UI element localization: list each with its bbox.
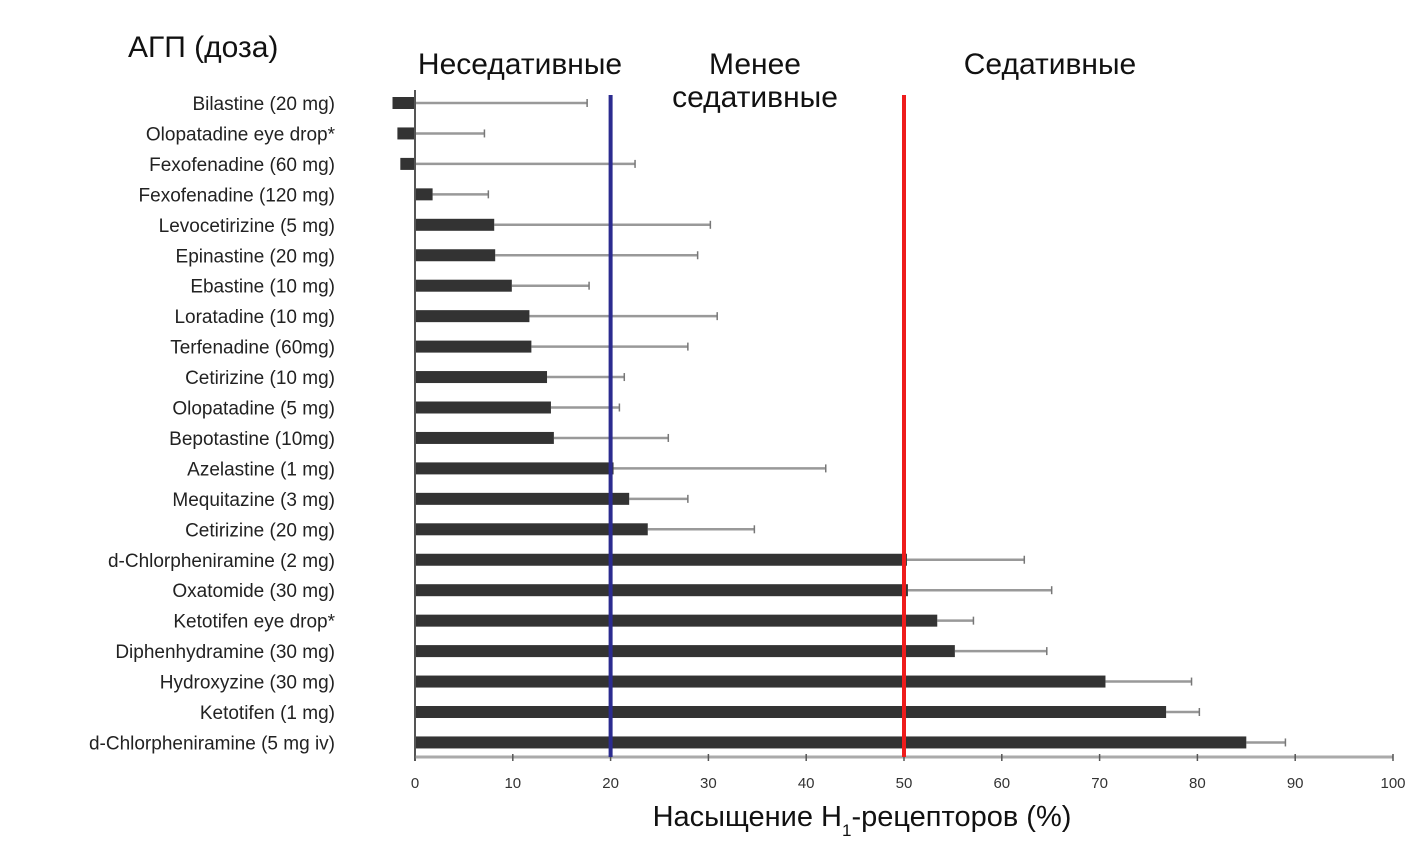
category-label: Bilastine (20 mg) [192, 94, 335, 115]
category-label: Ketotifen eye drop* [173, 612, 335, 633]
category-label: Hydroxyzine (30 mg) [160, 673, 335, 694]
bar [415, 249, 496, 262]
x-axis-label-post: -рецепторов (%) [851, 801, 1071, 833]
zone-label-non-sedative: Неседативные [418, 48, 622, 81]
x-axis-label-pre: Насыщение H [653, 801, 842, 833]
bar [415, 188, 433, 201]
category-label: d-Chlorpheniramine (5 mg iv) [89, 733, 335, 754]
bar [415, 736, 1247, 749]
bar [415, 462, 614, 475]
x-tick-label: 30 [700, 775, 717, 792]
zone-label-less-sedative-line1: Менее [709, 48, 801, 81]
bar [392, 97, 415, 109]
zone-label-sedative: Седативные [964, 48, 1136, 81]
category-label: Oxatomide (30 mg) [172, 581, 335, 602]
bar [415, 706, 1167, 718]
category-label: Cetirizine (10 mg) [185, 368, 335, 389]
category-label: d-Chlorpheniramine (2 mg) [108, 551, 335, 572]
x-tick-label: 60 [993, 775, 1010, 792]
bar [415, 218, 495, 231]
x-tick-label: 90 [1287, 775, 1304, 792]
category-label: Bepotastine (10mg) [169, 429, 335, 450]
x-tick-label: 100 [1380, 775, 1405, 792]
category-label: Cetirizine (20 mg) [185, 520, 335, 541]
bar [415, 310, 530, 323]
bar [415, 431, 554, 444]
category-label: Ebastine (10 mg) [190, 277, 335, 298]
category-label: Olopatadine (5 mg) [172, 399, 335, 420]
bar [415, 279, 512, 292]
category-label: Fexofenadine (120 mg) [139, 185, 335, 206]
category-label: Mequitazine (3 mg) [172, 490, 335, 511]
bar [415, 553, 907, 566]
bar [415, 645, 955, 658]
x-axis-label: Насыщение H1-рецепторов (%) [653, 801, 1072, 840]
x-tick-label: 0 [411, 775, 419, 792]
bar [415, 675, 1106, 688]
x-tick-label: 20 [602, 775, 619, 792]
bar [415, 584, 908, 597]
bar [415, 340, 532, 353]
category-label: Olopatadine eye drop* [146, 124, 336, 145]
category-label: Terfenadine (60mg) [170, 338, 335, 359]
bar [415, 371, 548, 384]
x-tick-label: 70 [1091, 775, 1108, 792]
category-label: Levocetirizine (5 mg) [159, 216, 335, 237]
x-tick-label: 40 [798, 775, 815, 792]
bar [415, 492, 630, 505]
category-label: Epinastine (20 mg) [176, 246, 335, 267]
bar [415, 614, 938, 627]
x-tick-label: 80 [1189, 775, 1206, 792]
x-tick-label: 50 [896, 775, 913, 792]
zone-label-less-sedative-line2: седативные [672, 81, 838, 114]
category-label: Azelastine (1 mg) [187, 459, 335, 480]
bar [397, 127, 415, 140]
category-label: Ketotifen (1 mg) [200, 703, 335, 724]
chart-title: АГП (доза) [128, 31, 278, 64]
category-label: Fexofenadine (60 mg) [149, 155, 335, 176]
bar [400, 157, 415, 170]
x-tick-label: 10 [504, 775, 521, 792]
bar [415, 523, 648, 536]
category-label: Diphenhydramine (30 mg) [115, 642, 335, 663]
x-axis-label-sub: 1 [842, 821, 851, 840]
bar [415, 401, 551, 414]
category-label: Loratadine (10 mg) [174, 307, 335, 328]
